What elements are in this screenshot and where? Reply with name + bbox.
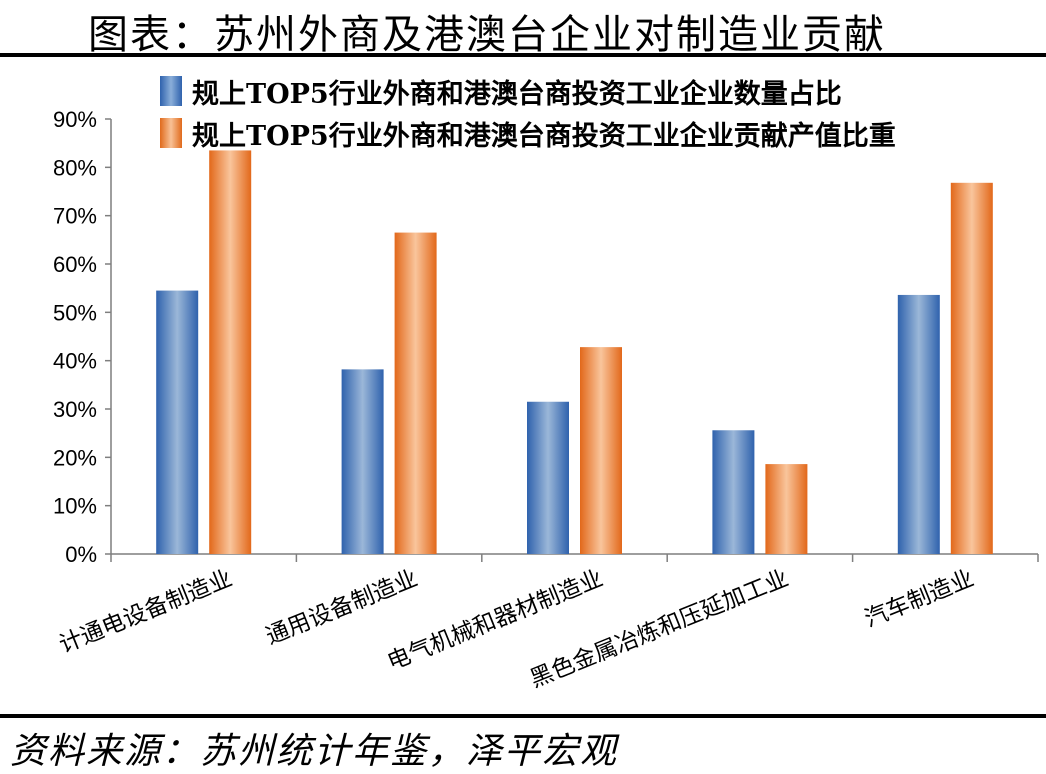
top-divider: [0, 53, 1046, 57]
y-tick-label: 70%: [53, 204, 97, 229]
bottom-divider: [0, 714, 1046, 718]
y-tick-label: 60%: [53, 252, 97, 277]
x-tick-label: 通用设备制造业: [262, 565, 421, 649]
bar-series2: [580, 347, 622, 554]
x-tick-label: 计通电设备制造业: [56, 565, 236, 658]
chart-bars: [156, 150, 993, 555]
legend-swatch-series1: [160, 76, 182, 106]
legend-swatch-series2: [160, 118, 182, 148]
y-tick-label: 40%: [53, 349, 97, 374]
bar-series1: [527, 401, 569, 554]
x-tick-label: 汽车制造业: [861, 565, 977, 632]
legend-item-series2: 规上TOP5行业外商和港澳台商投资工业企业贡献产值比重: [160, 112, 896, 154]
y-tick-label: 50%: [53, 300, 97, 325]
chart-legend: 规上TOP5行业外商和港澳台商投资工业企业数量占比 规上TOP5行业外商和港澳台…: [160, 70, 896, 154]
legend-label-series2: 规上TOP5行业外商和港澳台商投资工业企业贡献产值比重: [192, 120, 896, 152]
legend-label-series1: 规上TOP5行业外商和港澳台商投资工业企业数量占比: [192, 78, 842, 110]
y-tick-label: 90%: [53, 107, 97, 132]
bar-series1: [341, 369, 384, 554]
y-tick-label: 30%: [53, 397, 97, 422]
bar-series1: [712, 430, 755, 554]
legend-item-series1: 规上TOP5行业外商和港澳台商投资工业企业数量占比: [160, 70, 896, 112]
bar-series2: [394, 232, 437, 555]
y-tick-label: 0%: [65, 542, 97, 567]
bar-series2: [765, 464, 808, 554]
page-title: 图表：苏州外商及港澳台企业对制造业贡献: [88, 12, 886, 58]
chart-axes: [105, 118, 1039, 562]
y-tick-label: 80%: [53, 155, 97, 180]
bar-series2: [209, 150, 252, 554]
bar-series1: [156, 290, 199, 554]
bar-series1: [897, 294, 940, 554]
bar-series2: [950, 182, 993, 555]
y-tick-label: 20%: [53, 445, 97, 470]
y-tick-label: 10%: [53, 494, 97, 519]
source-note: 资料来源：苏州统计年鉴，泽平宏观: [10, 731, 619, 772]
